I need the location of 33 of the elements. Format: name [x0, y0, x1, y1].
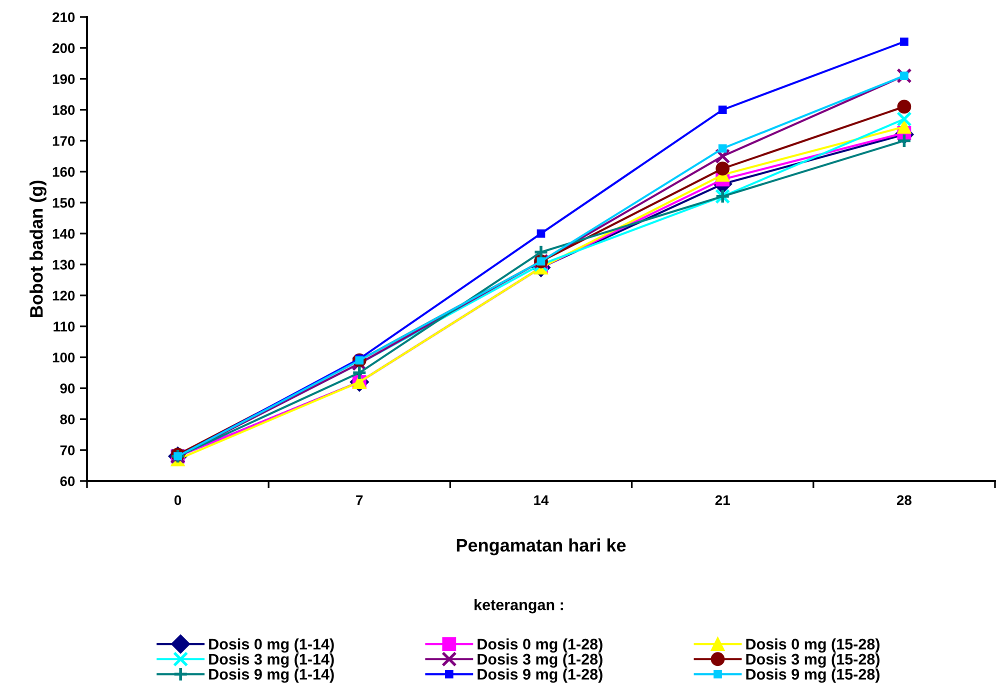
y-tick-label: 70 [60, 445, 75, 456]
y-axis-title: Bobot badan (g) [30, 180, 46, 317]
legend-label: Dosis 0 mg (15-28) [746, 638, 880, 653]
legend-label: Dosis 0 mg (1-14) [209, 638, 334, 653]
legend-label: Dosis 9 mg (1-28) [478, 668, 602, 683]
x-tick-label: 14 [534, 495, 549, 505]
y-tick-label: 120 [52, 290, 75, 301]
x-tick-label: 28 [896, 495, 912, 506]
y-tick-label: 90 [60, 384, 75, 394]
y-tick-label: 80 [60, 414, 75, 424]
legend-label: Dosis 0 mg (1-28) [478, 638, 602, 653]
x-tick-label: 7 [356, 495, 363, 505]
legend-label: Dosis 9 mg (1-14) [209, 668, 334, 683]
y-tick-label: 140 [52, 228, 75, 239]
y-tick-label: 60 [60, 476, 75, 486]
legend-label: Dosis 3 mg (1-28) [478, 653, 602, 668]
y-tick-label: 110 [54, 322, 75, 332]
legend-label: Dosis 9 mg (15-28) [746, 668, 880, 683]
y-tick-label: 200 [52, 43, 75, 54]
y-tick-label: 100 [52, 352, 75, 362]
y-tick-label: 130 [52, 260, 75, 270]
legend-title: keterangan : [474, 599, 563, 614]
legend-label: Dosis 3 mg (15-28) [746, 653, 880, 668]
y-tick-label: 150 [52, 198, 75, 208]
y-tick-label: 160 [52, 167, 75, 177]
y-tick-label: 190 [52, 74, 75, 84]
y-tick-label: 210 [52, 12, 75, 22]
y-tick-label: 180 [52, 105, 75, 115]
legend-label: Dosis 3 mg (1-14) [209, 653, 334, 668]
x-axis-title: Pengamatan hari ke [456, 538, 626, 556]
x-tick-label: 21 [715, 495, 730, 505]
x-tick-label: 0 [174, 495, 182, 506]
y-tick-label: 170 [52, 136, 75, 146]
